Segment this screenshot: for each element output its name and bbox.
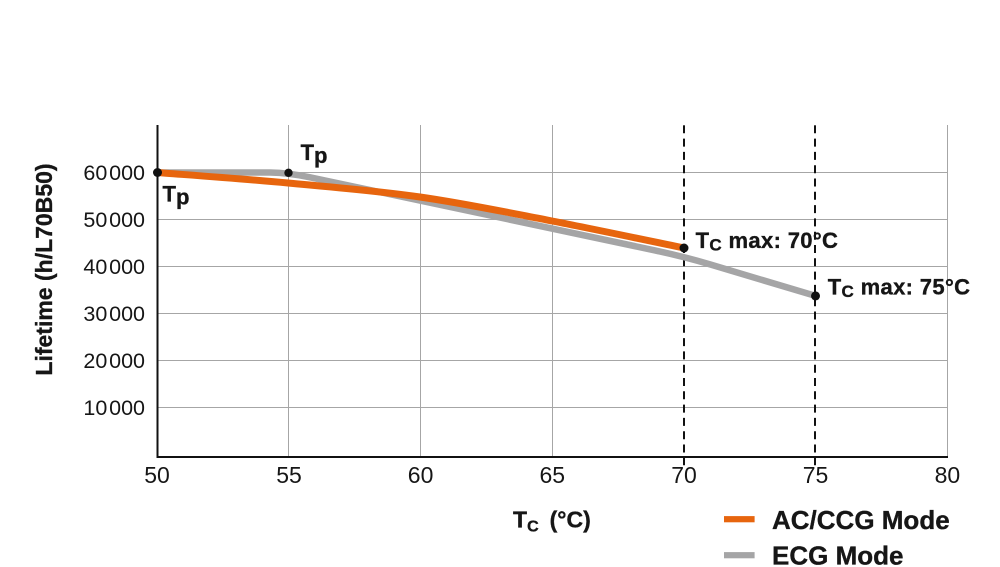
svg-text:TC max: 75°C: TC max: 75°C (828, 274, 971, 300)
svg-text:TC (°C): TC (°C) (513, 506, 591, 535)
svg-text:Tp: Tp (301, 140, 328, 168)
svg-text:60 000: 60 000 (83, 161, 145, 185)
svg-text:50 000: 50 000 (83, 208, 145, 232)
svg-text:40 000: 40 000 (83, 255, 145, 279)
svg-text:60: 60 (408, 462, 434, 488)
svg-text:30 000: 30 000 (83, 302, 145, 326)
svg-text:20 000: 20 000 (83, 349, 145, 373)
svg-text:Lifetime (h/L70B50): Lifetime (h/L70B50) (31, 163, 57, 375)
svg-text:65: 65 (540, 462, 566, 488)
svg-text:70: 70 (671, 462, 697, 488)
svg-text:AC/CCG Mode: AC/CCG Mode (772, 505, 950, 535)
svg-text:75: 75 (803, 462, 829, 488)
svg-text:55: 55 (276, 462, 302, 488)
svg-text:80: 80 (935, 462, 961, 488)
svg-text:ECG Mode: ECG Mode (772, 541, 903, 567)
svg-text:10 000: 10 000 (83, 396, 145, 420)
svg-text:Tp: Tp (163, 182, 190, 210)
svg-text:TC max: 70°C: TC max: 70°C (696, 228, 839, 254)
svg-text:50: 50 (144, 462, 170, 488)
